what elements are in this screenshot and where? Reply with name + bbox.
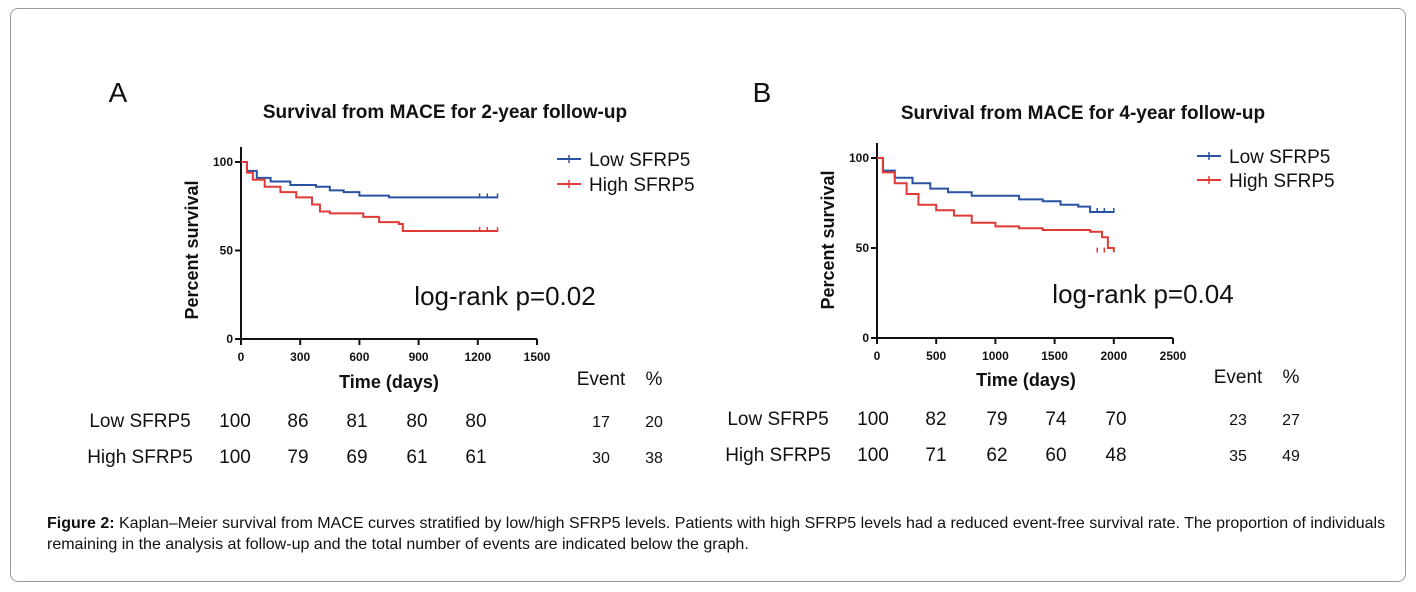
series-line-high	[241, 161, 498, 233]
table-cell: 100	[857, 445, 889, 466]
table-row-label: Low SFRP5	[727, 409, 828, 430]
x-tick-label: 0	[874, 349, 881, 363]
legend-label: Low SFRP5	[589, 150, 690, 171]
table-cell: 61	[465, 447, 486, 468]
x-tick-label: 500	[926, 349, 946, 363]
table-cell: 82	[925, 409, 946, 430]
table-row-label: High SFRP5	[725, 445, 831, 466]
y-tick-label: 100	[213, 155, 233, 169]
table-row-label: High SFRP5	[87, 447, 193, 468]
legend-label: High SFRP5	[589, 175, 695, 196]
y-tick-label: 50	[856, 241, 870, 255]
table-cell: 70	[1105, 409, 1126, 430]
figure-caption: Figure 2: Kaplan–Meier survival from MAC…	[47, 513, 1387, 555]
x-tick-label: 900	[409, 350, 429, 364]
caption-label: Figure 2:	[47, 515, 115, 532]
table-cell: 100	[857, 409, 889, 430]
table-cell: 69	[346, 447, 367, 468]
series-line-low	[241, 161, 498, 199]
table-event-count: 23	[1229, 412, 1247, 429]
panel-a: A Survival from MACE for 2-year follow-up…	[87, 77, 694, 468]
table-event-count: 35	[1229, 448, 1247, 465]
table-cell: 62	[986, 445, 1007, 466]
panel-b: B Survival from MACE for 4-year follow-up…	[725, 77, 1334, 466]
table-cell: 74	[1045, 409, 1067, 430]
log-rank-annotation: log-rank p=0.04	[1052, 279, 1233, 309]
table-cell: 48	[1105, 445, 1126, 466]
table-cell: 60	[1045, 445, 1066, 466]
y-axis-label: Percent survival	[818, 170, 838, 309]
y-tick-label: 0	[862, 331, 869, 345]
table-cell: 71	[925, 445, 946, 466]
table-cell: 100	[219, 447, 251, 468]
x-tick-label: 0	[238, 350, 245, 364]
table-event-pct: 49	[1282, 448, 1300, 465]
table-cell: 80	[465, 411, 486, 432]
series-line-high	[877, 157, 1115, 252]
table-cell: 79	[986, 409, 1007, 430]
panel-letter: A	[109, 77, 128, 108]
x-tick-label: 1200	[464, 350, 491, 364]
table-header-pct: %	[1283, 367, 1300, 388]
x-tick-label: 1500	[524, 350, 551, 364]
table-cell: 81	[346, 411, 367, 432]
figure-svg: A Survival from MACE for 2-year follow-up…	[87, 77, 1334, 468]
series-line-low	[877, 157, 1114, 213]
figure-frame	[10, 8, 1406, 582]
table-header-pct: %	[646, 369, 663, 390]
x-axis-label: Time (days)	[339, 372, 439, 392]
y-tick-label: 0	[226, 332, 233, 346]
table-cell: 86	[287, 411, 308, 432]
x-tick-label: 2000	[1100, 349, 1127, 363]
y-axis-label: Percent survival	[182, 180, 202, 319]
x-axis-label: Time (days)	[976, 370, 1076, 390]
chart-title: Survival from MACE for 4-year follow-up	[901, 103, 1265, 124]
x-tick-label: 1000	[982, 349, 1009, 363]
legend-label: Low SFRP5	[1229, 147, 1330, 168]
panel-letter: B	[753, 77, 772, 108]
log-rank-annotation: log-rank p=0.02	[414, 281, 595, 311]
table-cell: 79	[287, 447, 308, 468]
table-header-event: Event	[1214, 367, 1263, 388]
legend-label: High SFRP5	[1229, 171, 1335, 192]
chart-title: Survival from MACE for 2-year follow-up	[263, 102, 627, 123]
table-header-event: Event	[577, 369, 626, 390]
table-cell: 61	[406, 447, 427, 468]
table-row-label: Low SFRP5	[89, 411, 190, 432]
x-tick-label: 300	[290, 350, 310, 364]
table-event-count: 30	[592, 450, 610, 467]
table-cell: 100	[219, 411, 251, 432]
table-cell: 80	[406, 411, 427, 432]
x-tick-label: 2500	[1160, 349, 1187, 363]
table-event-pct: 38	[645, 450, 663, 467]
table-event-pct: 27	[1282, 412, 1300, 429]
table-event-pct: 20	[645, 414, 663, 431]
x-tick-label: 600	[349, 350, 369, 364]
y-tick-label: 100	[849, 151, 869, 165]
caption-text: Kaplan–Meier survival from MACE curves s…	[47, 515, 1386, 553]
y-tick-label: 50	[220, 244, 234, 258]
x-tick-label: 1500	[1041, 349, 1068, 363]
table-event-count: 17	[592, 414, 610, 431]
